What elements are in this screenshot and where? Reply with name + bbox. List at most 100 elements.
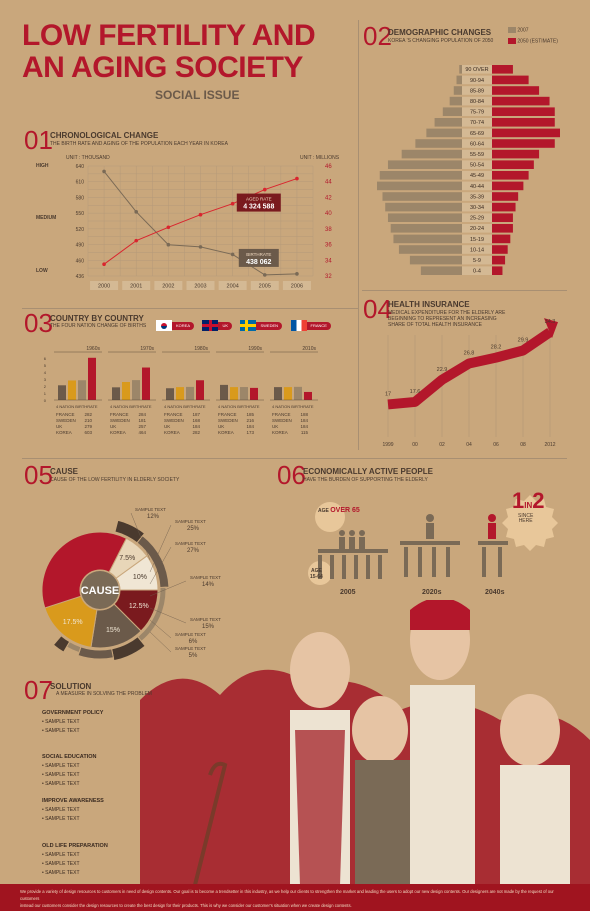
country-bar xyxy=(294,386,302,400)
solution-group-4: OLD LIFE PREPARATION • SAMPLE TEXT • SAM… xyxy=(42,843,108,876)
bar-2007 xyxy=(459,65,462,74)
series-point-1 xyxy=(262,187,267,192)
country-value: 184 xyxy=(300,424,308,429)
age-15-64-label: AGE 15-64 xyxy=(310,568,323,580)
country-name: UK xyxy=(164,424,170,429)
y-right-tick: 36 xyxy=(325,243,332,249)
y-left-tick: 580 xyxy=(76,195,85,201)
ratio-in: IN xyxy=(524,501,533,510)
value-label: 22.9 xyxy=(437,367,448,373)
callout-label: SAMPLE TEXT xyxy=(175,646,206,651)
y-tick: 4 xyxy=(44,370,47,375)
age-label: 15-19 xyxy=(470,237,484,243)
decade-label: 2010s xyxy=(302,346,316,352)
value-label: 28.2 xyxy=(491,345,502,351)
flag-label-korea: KOREA xyxy=(172,321,195,330)
age-label: 25-29 xyxy=(470,216,484,222)
bar-2007 xyxy=(379,171,462,180)
solution-head: IMPROVE AWARENESS xyxy=(42,798,104,804)
country-value: 282 xyxy=(192,430,200,435)
y-left-tick: 640 xyxy=(76,164,85,170)
callout-label: SAMPLE TEXT xyxy=(190,617,221,622)
donut-center-label: CAUSE xyxy=(81,585,120,597)
age-label: 55-59 xyxy=(470,152,484,158)
age-label-bg xyxy=(462,139,492,148)
bar-2050 xyxy=(492,202,516,212)
age-label-bg xyxy=(462,245,492,254)
section-01-title: CHRONOLOGICAL CHANGE xyxy=(50,131,159,140)
series-point-1 xyxy=(166,225,171,230)
age-over-value: OVER 65 xyxy=(330,507,360,514)
decade-label: 1990s xyxy=(248,346,262,352)
divider-02-04 xyxy=(362,290,567,291)
title-line-1: LOW FERTILITY AND xyxy=(22,19,316,52)
y-left-tick: 490 xyxy=(76,243,85,249)
section-03-title: COUNTRY BY COUNTRY xyxy=(50,314,144,323)
country-value: 187 xyxy=(192,412,200,417)
y-left-tick: 550 xyxy=(76,211,85,217)
age-label: 0-4 xyxy=(473,269,481,275)
x-tick-label: 06 xyxy=(493,442,499,448)
section-02-subtitle: KOREA 'S CHANGING POPULATION OF 2050 xyxy=(388,38,494,44)
elderly-illustration xyxy=(140,600,590,885)
section-04-sub-line-2: BEGINNING TO REPRESENT AN INCREASING xyxy=(388,316,497,322)
y-tick: 5 xyxy=(44,363,47,368)
country-name: UK xyxy=(110,424,116,429)
section-04-sub-line-1: MEDICAL EXPENDITURE FOR THE ELDERLY ARE xyxy=(388,310,506,316)
y-right-tick: 46 xyxy=(325,164,332,170)
flags-legend: KOREA UK SWEDEN FRANCE xyxy=(156,317,331,335)
ratio-caption-1: SINCE xyxy=(518,513,534,519)
bar-2007 xyxy=(434,118,462,127)
bar-2050 xyxy=(492,107,555,116)
section-07-subtitle: A MEASURE IN SOLVING THE PROBLEM xyxy=(56,691,152,697)
legend-2050-swatch xyxy=(508,38,516,44)
bar-2007 xyxy=(393,234,462,244)
unit-left: UNIT : THOUSAND xyxy=(66,155,110,161)
country-name: KOREA xyxy=(272,430,288,435)
solution-item: • SAMPLE TEXT xyxy=(42,772,80,778)
page-subtitle: SOCIAL ISSUE xyxy=(155,88,240,102)
section-03-subtitle: THE FOUR NATION CHANGE OF BIRTHS xyxy=(50,323,147,329)
series-point-0 xyxy=(198,245,203,249)
solution-item: • SAMPLE TEXT xyxy=(42,861,80,867)
solution-head: GOVERNMENT POLICY xyxy=(42,710,104,716)
section-06-subtitle: HAVE THE BURDEN OF SUPPORTING THE ELDERL… xyxy=(303,477,428,483)
bar-2050 xyxy=(492,96,550,106)
ratio-caption-2: HERE xyxy=(518,518,533,524)
x-tick-label: 08 xyxy=(520,442,526,448)
country-name: KOREA xyxy=(56,430,72,435)
bar-2050 xyxy=(492,149,540,159)
y-tick: 6 xyxy=(44,356,47,361)
workers-2005 xyxy=(318,555,382,579)
callout-leader xyxy=(149,546,172,585)
solution-item-text: SAMPLE TEXT xyxy=(45,719,80,725)
solution-group-1: GOVERNMENT POLICY • SAMPLE TEXT • SAMPLE… xyxy=(42,710,103,734)
level-high: HIGH xyxy=(36,163,49,169)
country-name: SWEDEN xyxy=(56,418,76,423)
bar-2050 xyxy=(492,160,534,169)
birthrate-callout-label: BIRTHRATE xyxy=(246,252,271,257)
y-left-tick: 460 xyxy=(76,258,85,264)
solution-item-text: SAMPLE TEXT xyxy=(45,861,80,867)
age-label: 75-79 xyxy=(470,110,484,116)
section-04-subtitle: MEDICAL EXPENDITURE FOR THE ELDERLY ARE … xyxy=(388,310,505,328)
section-01-subtitle: THE BIRTH RATE AND AGING OF THE POPULATI… xyxy=(50,141,228,147)
age-range-label: AGE xyxy=(310,568,322,574)
series-point-1 xyxy=(198,212,203,217)
age-label-bg xyxy=(462,107,492,116)
country-bar xyxy=(122,382,130,400)
year-2020s: 2020s xyxy=(422,589,442,596)
age-label-bg xyxy=(462,234,492,244)
elderly-man-3 xyxy=(500,694,570,885)
column-divider xyxy=(358,20,359,450)
country-name: UK xyxy=(56,424,62,429)
flag-label-france: FRANCE xyxy=(306,321,331,330)
country-name: KOREA xyxy=(164,430,180,435)
callout-label: SAMPLE TEXT xyxy=(175,519,206,524)
bar-2050 xyxy=(492,266,503,275)
inner-slice-label: 15% xyxy=(106,627,120,634)
decade-label: 1960s xyxy=(86,346,100,352)
birthrate-callout xyxy=(238,248,279,267)
age-label: 10-14 xyxy=(470,247,484,253)
level-low: LOW xyxy=(36,268,48,274)
